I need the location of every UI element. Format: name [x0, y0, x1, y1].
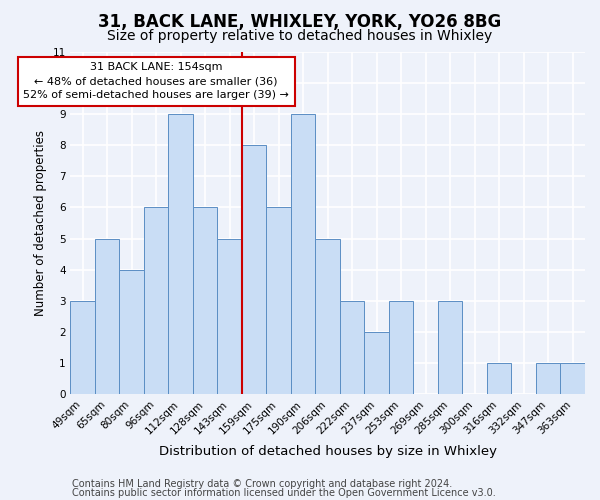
Bar [119, 270, 144, 394]
Bar [364, 332, 389, 394]
Text: Contains HM Land Registry data © Crown copyright and database right 2024.: Contains HM Land Registry data © Crown c… [72, 479, 452, 489]
Bar [217, 238, 242, 394]
Bar [193, 208, 217, 394]
Text: Size of property relative to detached houses in Whixley: Size of property relative to detached ho… [107, 29, 493, 43]
Bar [560, 364, 585, 394]
X-axis label: Distribution of detached houses by size in Whixley: Distribution of detached houses by size … [159, 444, 497, 458]
Y-axis label: Number of detached properties: Number of detached properties [34, 130, 47, 316]
Bar [169, 114, 193, 394]
Bar [536, 364, 560, 394]
Bar [266, 208, 291, 394]
Bar [340, 301, 364, 394]
Bar [291, 114, 316, 394]
Bar [389, 301, 413, 394]
Bar [95, 238, 119, 394]
Bar [70, 301, 95, 394]
Bar [487, 364, 511, 394]
Text: 31 BACK LANE: 154sqm
← 48% of detached houses are smaller (36)
52% of semi-detac: 31 BACK LANE: 154sqm ← 48% of detached h… [23, 62, 289, 100]
Bar [316, 238, 340, 394]
Bar [438, 301, 463, 394]
Bar [242, 145, 266, 394]
Text: 31, BACK LANE, WHIXLEY, YORK, YO26 8BG: 31, BACK LANE, WHIXLEY, YORK, YO26 8BG [98, 12, 502, 30]
Bar [144, 208, 169, 394]
Text: Contains public sector information licensed under the Open Government Licence v3: Contains public sector information licen… [72, 488, 496, 498]
